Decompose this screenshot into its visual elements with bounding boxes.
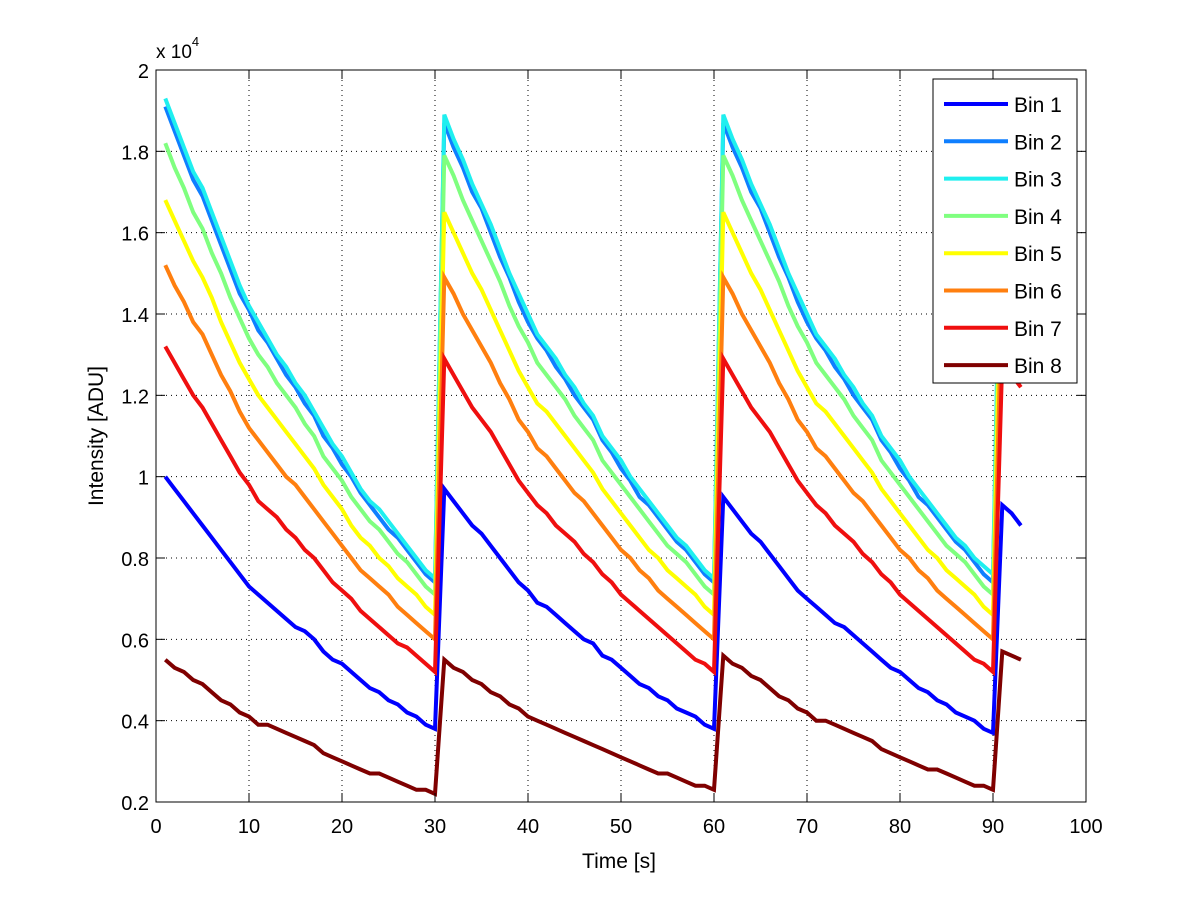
x-tick-label: 40: [517, 816, 539, 838]
x-tick-label: 60: [703, 816, 725, 838]
legend-item-bin-4: Bin 4: [944, 206, 1062, 229]
series-line-bin-4: [163, 142, 1023, 599]
y-tick-label: 0.4: [121, 712, 149, 734]
y-tick-label: 0.6: [121, 630, 149, 652]
series-line-bin-5: [163, 199, 1023, 620]
x-tick-label: 0: [150, 816, 161, 838]
y-tick-label: 1.4: [121, 305, 149, 327]
x-tick-label: 90: [982, 816, 1004, 838]
x-tick-label: 80: [889, 816, 911, 838]
x-tick-label: 100: [1069, 816, 1102, 838]
series-line-bin-8: [163, 648, 1022, 797]
y-tick-label: 1.8: [121, 142, 149, 164]
x-tick-label: 70: [796, 816, 818, 838]
legend-label: Bin 8: [1014, 355, 1062, 378]
y-tick-label: 0.8: [121, 549, 149, 571]
x-axis-label: Time [s]: [582, 850, 656, 873]
legend-item-bin-3: Bin 3: [944, 169, 1062, 192]
series-line-bin-1: [163, 475, 1023, 736]
legend-label: Bin 5: [1014, 243, 1062, 266]
y-tick-label: 1: [138, 468, 149, 490]
legend-label: Bin 4: [1014, 206, 1062, 229]
series-line-bin-6: [163, 264, 1023, 644]
legend-item-bin-7: Bin 7: [944, 318, 1062, 341]
series-lines: [163, 97, 1023, 797]
x-tick-label: 20: [331, 816, 353, 838]
legend-item-bin-1: Bin 1: [944, 94, 1062, 117]
y-tick-label: 0.2: [121, 793, 149, 815]
legend-item-bin-2: Bin 2: [944, 131, 1062, 154]
series-line-bin-3: [163, 97, 1023, 583]
y-multiplier: x 104: [156, 34, 199, 63]
x-tick-label: 30: [424, 816, 446, 838]
legend-label: Bin 3: [1014, 169, 1062, 192]
x-tick-label: 50: [610, 816, 632, 838]
legend-label: Bin 6: [1014, 281, 1062, 304]
x-tick-label: 10: [238, 816, 260, 838]
legend-label: Bin 1: [1014, 94, 1062, 117]
y-tick-label: 1.6: [121, 224, 149, 246]
y-multiplier-exponent: 4: [192, 34, 199, 49]
legend-label: Bin 7: [1014, 318, 1062, 341]
legend-box: [932, 78, 1078, 384]
y-tick-label: 1.2: [121, 386, 149, 408]
y-tick-labels: 0.2 0.4 0.6 0.8 1 1.2 1.4 1.6 1.8 2: [121, 61, 149, 815]
y-axis-label: Intensity [ADU]: [85, 366, 108, 506]
legend-item-bin-8: Bin 8: [944, 355, 1062, 378]
y-multiplier-base: x 10: [156, 42, 192, 63]
legend-label: Bin 2: [1014, 131, 1062, 154]
grid: [156, 70, 1086, 802]
legend-item-bin-6: Bin 6: [944, 281, 1062, 304]
legend: Bin 1 Bin 2 Bin 3 Bin 4 Bin 5 Bin 6 Bin 7 Bin 8: [932, 78, 1078, 384]
y-tick-label: 2: [138, 61, 149, 83]
x-tick-labels: 0 10 20 30 40 50 60 70 80 90 100: [150, 816, 1102, 838]
series-line-bin-7: [163, 345, 1023, 677]
ticks: [155, 69, 1087, 803]
legend-item-bin-5: Bin 5: [944, 243, 1062, 266]
